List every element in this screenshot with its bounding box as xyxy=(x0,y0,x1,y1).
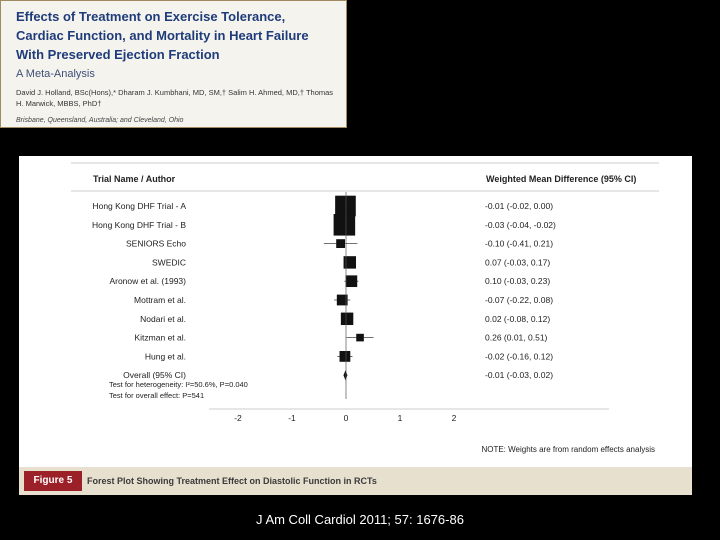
effect-marker xyxy=(356,333,364,342)
trial-value: -0.10 (-0.41, 0.21) xyxy=(485,239,553,249)
trial-label: Hong Kong DHF Trial - A xyxy=(92,201,186,211)
effect-marker xyxy=(335,195,356,217)
trial-label: Nodari et al. xyxy=(140,314,186,324)
effect-marker xyxy=(345,275,358,288)
trial-value: 0.07 (-0.03, 0.17) xyxy=(485,257,550,267)
overall-label: Overall (95% CI) xyxy=(123,370,186,380)
overall-effect-text: Test for overall effect: P=541 xyxy=(109,391,204,400)
paper-authors: David J. Holland, BSc(Hons),* Dharam J. … xyxy=(16,88,334,108)
rows-layer: Hong Kong DHF Trial - A -0.01 (-0.02, 0.0… xyxy=(92,195,556,381)
effect-marker xyxy=(339,351,351,362)
paper-title: Effects of Treatment on Exercise Toleran… xyxy=(16,9,309,62)
trial-label: Hong Kong DHF Trial - B xyxy=(92,220,186,230)
effect-marker xyxy=(336,239,345,248)
trial-label: Kitzman et al. xyxy=(135,333,187,343)
effect-marker xyxy=(333,214,356,236)
trial-value: -0.01 (-0.02, 0.00) xyxy=(485,201,553,211)
paper-subtitle: A Meta-Analysis xyxy=(16,68,95,80)
left-header: Trial Name / Author xyxy=(93,174,176,184)
effect-marker xyxy=(336,294,348,306)
citation: J Am Coll Cardiol 2011; 57: 1676-86 xyxy=(256,512,464,527)
effect-marker xyxy=(340,312,354,326)
figure-caption: Forest Plot Showing Treatment Effect on … xyxy=(87,476,377,486)
figure-footer: Figure 5 Forest Plot Showing Treatment E… xyxy=(19,467,692,495)
trial-label: Mottram et al. xyxy=(134,295,186,305)
x-tick-label: 1 xyxy=(398,413,403,423)
paper-affiliation: Brisbane, Queensland, Australia; and Cle… xyxy=(16,117,184,124)
trial-value: 0.26 (0.01, 0.51) xyxy=(485,333,548,343)
right-header: Weighted Mean Difference (95% CI) xyxy=(486,174,636,184)
paper-header: Effects of Treatment on Exercise Toleran… xyxy=(0,0,347,128)
figure-label: Figure 5 xyxy=(24,471,82,491)
trial-value: 0.10 (-0.03, 0.23) xyxy=(485,276,550,286)
effect-marker xyxy=(343,256,357,269)
figure-panel: Trial Name / Author Weighted Mean Differ… xyxy=(19,156,692,495)
trial-label: SENIORS Echo xyxy=(126,239,186,249)
trial-value: -0.02 (-0.16, 0.12) xyxy=(485,351,553,361)
overall-value: -0.01 (-0.03, 0.02) xyxy=(485,370,553,380)
axis-layer: -2 -1 0 1 2 xyxy=(234,413,456,423)
trial-label: Hung et al. xyxy=(145,351,186,361)
trial-value: -0.07 (-0.22, 0.08) xyxy=(485,295,553,305)
figure-note: NOTE: Weights are from random effects an… xyxy=(481,445,655,454)
x-tick-label: -1 xyxy=(288,413,296,423)
trial-value: 0.02 (-0.08, 0.12) xyxy=(485,314,550,324)
x-tick-label: -2 xyxy=(234,413,242,423)
heterogeneity-text: Test for heterogeneity: I²=50.6%, P=0.04… xyxy=(109,380,248,389)
overall-diamond xyxy=(343,370,348,381)
x-tick-label: 2 xyxy=(452,413,457,423)
trial-label: Aronow et al. (1993) xyxy=(109,276,186,286)
x-tick-label: 0 xyxy=(344,413,349,423)
trial-label: SWEDIC xyxy=(152,257,186,267)
trial-value: -0.03 (-0.04, -0.02) xyxy=(485,220,556,230)
forest-plot: Trial Name / Author Weighted Mean Differ… xyxy=(71,162,659,454)
